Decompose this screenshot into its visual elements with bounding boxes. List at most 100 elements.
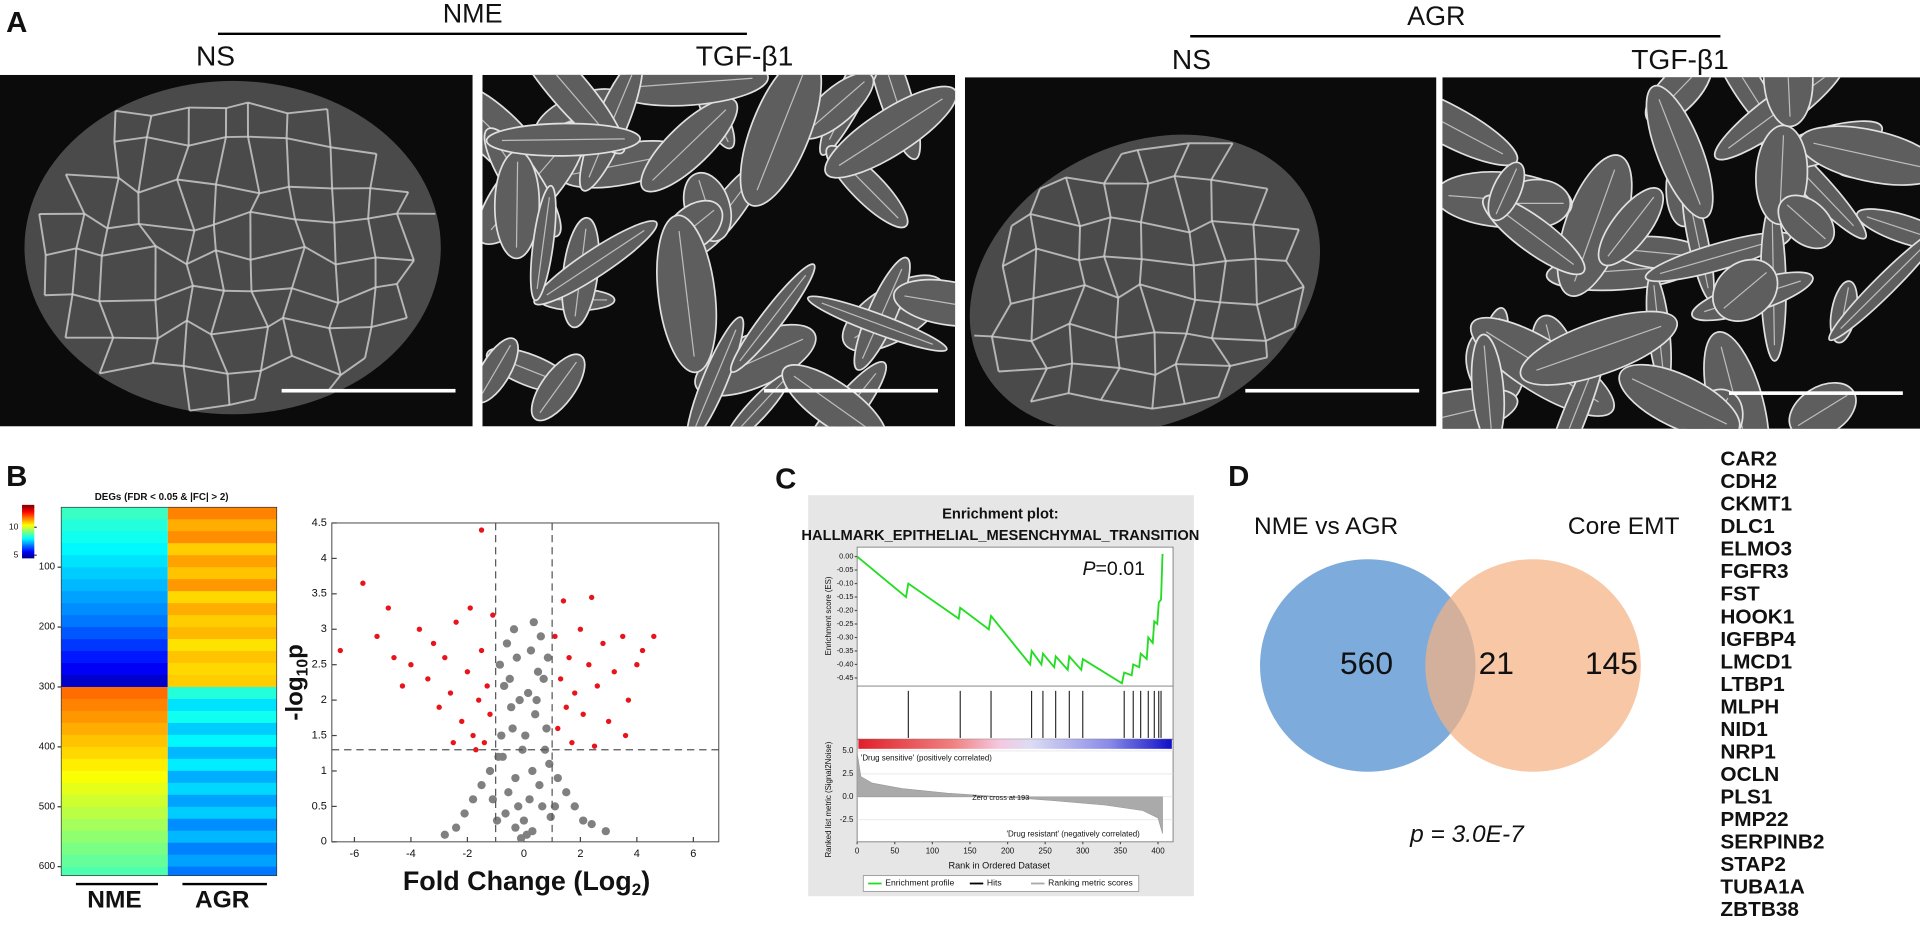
- heatmap-cell: [167, 555, 277, 568]
- cell-membrane: [1067, 363, 1074, 394]
- heatmap-cell: [61, 674, 168, 688]
- heatmap-cell: [61, 579, 168, 592]
- x-tick-label: -2: [463, 848, 473, 860]
- heatmap-cell: [61, 686, 168, 700]
- stress-fiber: [523, 74, 613, 140]
- point: [447, 690, 454, 696]
- legend-label: Enrichment profile: [885, 878, 954, 888]
- cell-membrane: [326, 109, 332, 148]
- cell-membrane: [44, 293, 73, 297]
- cell-membrane: [1078, 255, 1105, 262]
- point: [473, 747, 479, 753]
- heatmap-cell: [167, 698, 277, 712]
- venn-set: [1425, 559, 1641, 772]
- point: [399, 683, 406, 689]
- cell-membrane: [100, 228, 109, 257]
- cell-membrane: [367, 212, 398, 220]
- point: [622, 732, 629, 739]
- heatmap-cell: [61, 770, 168, 784]
- heatmap-cell: [167, 639, 277, 652]
- stress-fiber: [678, 231, 695, 357]
- y2-tick-label: 2.5: [842, 769, 854, 778]
- point: [543, 653, 553, 662]
- group-label: NME: [443, 0, 503, 29]
- heatmap-cell: [61, 639, 168, 652]
- cell-membrane: [176, 179, 196, 231]
- venn-set: [1260, 559, 1476, 772]
- point: [507, 703, 516, 712]
- heatmap-cell: [167, 818, 277, 832]
- stress-fiber: [1813, 142, 1920, 169]
- cell-membrane: [1103, 256, 1120, 299]
- heatmap-cell: [167, 674, 277, 688]
- cell-cluster: [24, 80, 441, 415]
- colorbar-slice: [22, 526, 35, 528]
- cell-membrane: [249, 259, 253, 292]
- y-tick-label: 600: [39, 861, 56, 872]
- gene-name: FST: [1720, 583, 1760, 606]
- cell-membrane: [64, 173, 86, 215]
- point: [508, 724, 517, 733]
- annotation-symbol: P: [1082, 558, 1095, 580]
- cell-membrane: [186, 319, 212, 336]
- point: [511, 823, 520, 832]
- stress-fiber: [1658, 99, 1701, 205]
- cell-membrane: [250, 290, 269, 328]
- point: [453, 619, 459, 625]
- cell-membrane: [395, 283, 408, 319]
- stress-fiber: [1483, 345, 1493, 429]
- point: [563, 704, 569, 710]
- cell-membrane: [1152, 403, 1185, 410]
- stress-fiber: [1536, 325, 1662, 371]
- stress-fiber: [515, 161, 519, 248]
- set-label: Core EMT: [1568, 513, 1680, 540]
- y-tick-label: 200: [39, 622, 56, 633]
- cell-membrane: [146, 136, 189, 147]
- cell-membrane: [1029, 368, 1048, 403]
- colorbar-slice: [22, 530, 35, 532]
- cell-membrane: [1210, 220, 1227, 262]
- y2-tick-label: -2.5: [840, 815, 854, 824]
- colorbar-slice: [22, 522, 35, 524]
- cell-membrane: [287, 186, 297, 220]
- cell-membrane: [154, 300, 159, 339]
- point: [385, 605, 392, 611]
- p-value: p = 3.0E-7: [1409, 821, 1525, 848]
- point: [499, 681, 509, 691]
- x-tick-label: 0: [855, 847, 860, 856]
- point: [634, 662, 640, 668]
- stress-fiber: [1786, 204, 1826, 240]
- stress-fiber: [536, 197, 551, 289]
- cell-membrane: [328, 302, 340, 329]
- heatmap-cell: [61, 519, 168, 532]
- cell-membrane: [294, 219, 306, 248]
- point: [579, 816, 588, 825]
- gene-name: TUBA1A: [1720, 876, 1804, 899]
- heatmap-cell: [61, 806, 168, 820]
- point: [468, 795, 478, 804]
- point: [532, 696, 541, 705]
- point: [531, 710, 540, 719]
- cell-membrane: [250, 245, 305, 261]
- cell-membrane: [1033, 284, 1086, 300]
- heatmap-cell: [167, 627, 277, 640]
- point: [476, 697, 482, 703]
- point: [536, 632, 546, 641]
- cell-membrane: [1137, 142, 1190, 152]
- cell-membrane: [974, 334, 992, 338]
- cell-membrane: [1139, 222, 1143, 260]
- heatmap-cell: [61, 698, 168, 712]
- cell-membrane: [192, 284, 225, 292]
- cell-membrane: [138, 178, 178, 194]
- gene-name: SERPINB2: [1720, 831, 1824, 854]
- cell-membrane: [1174, 363, 1186, 405]
- cell-membrane: [137, 137, 148, 193]
- y-tick-label: 1: [321, 765, 327, 777]
- point: [577, 626, 584, 632]
- stress-fiber: [546, 229, 645, 296]
- heatmap-cell: [167, 651, 277, 664]
- cell-membrane: [990, 303, 1012, 337]
- point: [451, 823, 461, 832]
- cell-membrane: [106, 177, 120, 229]
